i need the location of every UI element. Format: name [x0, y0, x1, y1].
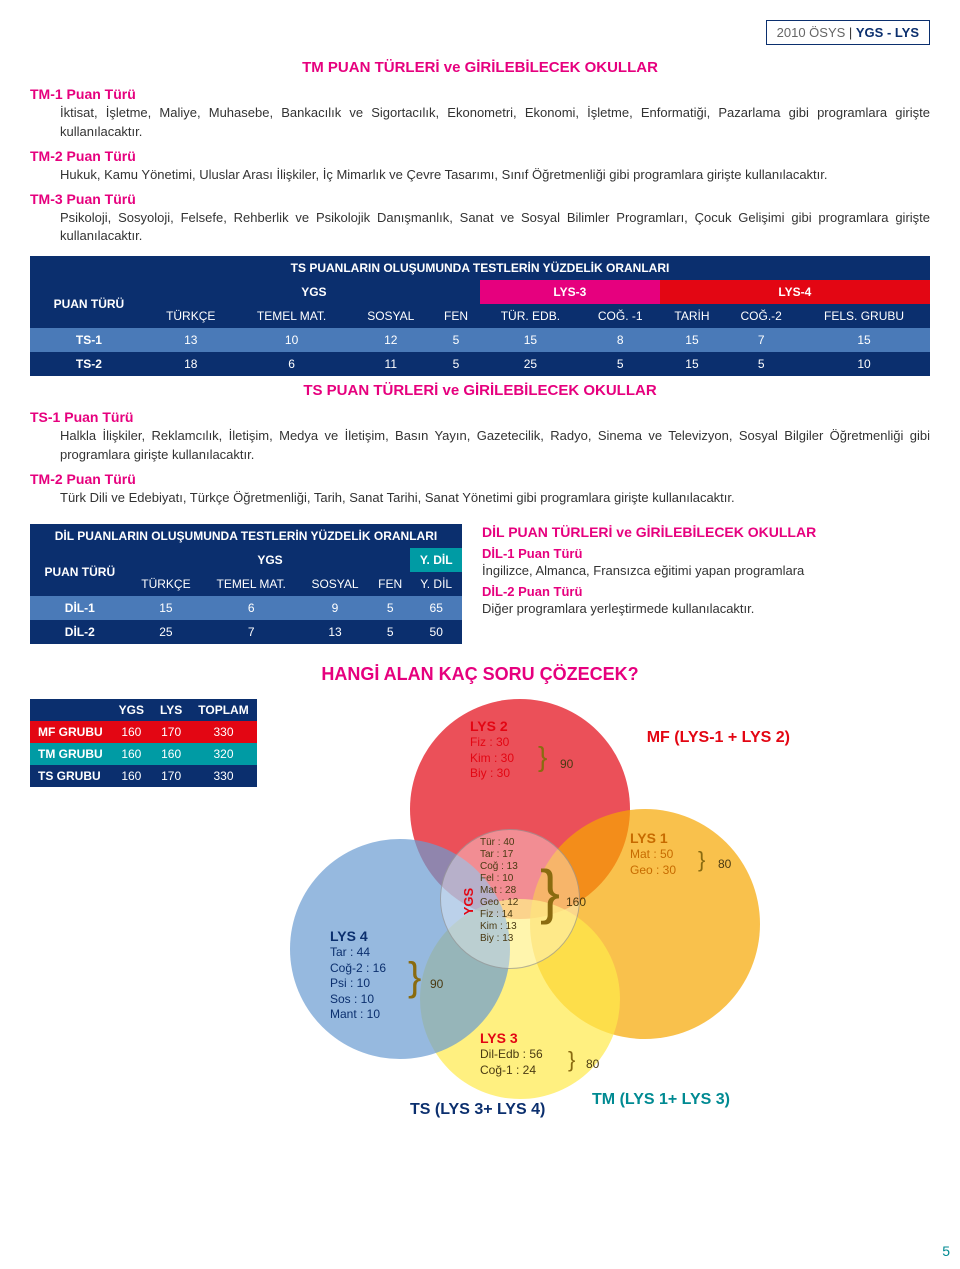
table-row: MF GRUBU160170330: [30, 721, 257, 743]
table-row: TM GRUBU160160320: [30, 743, 257, 765]
table-row: TS-2 18611525515510: [30, 352, 930, 376]
ts-table: TS PUANLARIN OLUŞUMUNDA TESTLERİN YÜZDEL…: [30, 256, 930, 376]
lys3-label: LYS 3 Dil-Edb : 56 Coğ-1 : 24: [480, 1029, 543, 1078]
lys2-label: LYS 2 Fiz : 30 Kim : 30 Biy : 30: [470, 717, 514, 782]
ts-tm2-head: TM-2 Puan Türü: [30, 471, 930, 487]
ts1-body: Halkla İlişkiler, Reklamcılık, İletişim,…: [30, 427, 930, 465]
table-row: TS-1 131012515815715: [30, 328, 930, 352]
venn-diagram: LYS 2 Fiz : 30 Kim : 30 Biy : 30 } 90 LY…: [270, 699, 770, 1099]
tm-section-title: TM PUAN TÜRLERİ ve GİRİLEBİLECEK OKULLAR: [30, 59, 930, 76]
dil-table: DİL PUANLARIN OLUŞUMUNDA TESTLERİN YÜZDE…: [30, 524, 462, 644]
tm1-head: TM-1 Puan Türü: [30, 86, 930, 102]
table-row: DİL-1 1569565: [30, 596, 462, 620]
tm1-body: İktisat, İşletme, Maliye, Muhasebe, Bank…: [30, 104, 930, 142]
dil2-head: DİL-2 Puan Türü: [482, 584, 930, 599]
mf-group-label: MF (LYS-1 + LYS 2): [647, 729, 790, 747]
dil1-head: DİL-1 Puan Türü: [482, 546, 930, 561]
table-row: TS GRUBU160170330: [30, 765, 257, 787]
hangi-title: HANGİ ALAN KAÇ SORU ÇÖZECEK?: [30, 664, 930, 685]
lys4-label: LYS 4 Tar : 44 Coğ-2 : 16 Psi : 10 Sos :…: [330, 927, 386, 1023]
table-row: DİL-2 25713550: [30, 620, 462, 644]
venn-diagram-area: YGSLYSTOPLAM MF GRUBU160170330 TM GRUBU1…: [30, 699, 930, 1119]
dil2-body: Diğer programlara yerleştirmede kullanıl…: [482, 601, 930, 616]
page-number: 5: [942, 1243, 950, 1259]
tm-group-label: TM (LYS 1+ LYS 3): [592, 1091, 730, 1109]
tm2-head: TM-2 Puan Türü: [30, 148, 930, 164]
tm3-head: TM-3 Puan Türü: [30, 191, 930, 207]
dil-right-title: DİL PUAN TÜRLERİ ve GİRİLEBİLECEK OKULLA…: [482, 524, 930, 540]
totals-table: YGSLYSTOPLAM MF GRUBU160170330 TM GRUBU1…: [30, 699, 257, 787]
ygs-lines: Tür : 40 Tar : 17 Coğ : 13 Fel : 10 Mat …: [480, 837, 518, 945]
tm3-body: Psikoloji, Sosyoloji, Felsefe, Rehberlik…: [30, 209, 930, 247]
ts-tm2-body: Türk Dili ve Edebiyatı, Türkçe Öğretmenl…: [30, 489, 930, 508]
header-badge: 2010 ÖSYS | YGS - LYS: [766, 20, 930, 45]
ts-text-title: TS PUAN TÜRLERİ ve GİRİLEBİLECEK OKULLAR: [30, 382, 930, 399]
ygs-label: YGS: [461, 888, 476, 915]
lys1-label: LYS 1 Mat : 50 Geo : 30: [630, 829, 676, 878]
header-label: YGS - LYS: [856, 25, 919, 40]
header-year: 2010 ÖSYS: [777, 25, 846, 40]
dil1-body: İngilizce, Almanca, Fransızca eğitimi ya…: [482, 563, 930, 578]
ts1-head: TS-1 Puan Türü: [30, 409, 930, 425]
ts-group-label: TS (LYS 3+ LYS 4): [410, 1101, 545, 1119]
tm2-body: Hukuk, Kamu Yönetimi, Uluslar Arası İliş…: [30, 166, 930, 185]
